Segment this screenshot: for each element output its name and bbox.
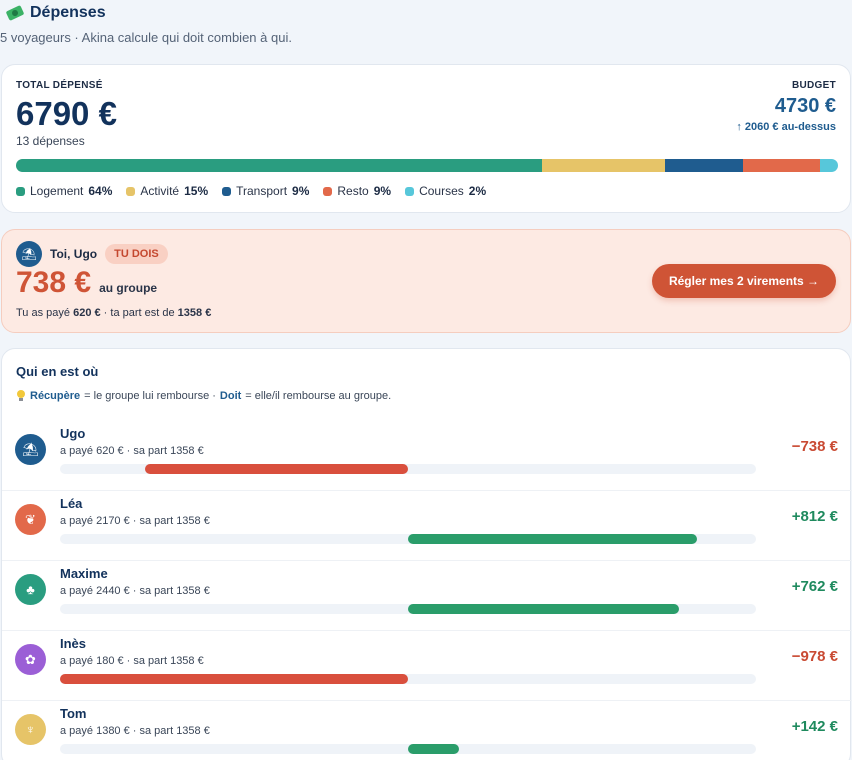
legend-label: Activité <box>140 184 180 198</box>
person-balance: −738 € <box>791 438 838 455</box>
budget-block: BUDGET 4730 € ↑ 2060 € au-dessus <box>736 80 836 133</box>
budget-label: BUDGET <box>791 80 836 91</box>
flower-icon: ✿ <box>15 644 46 675</box>
total-card: TOTAL DÉPENSÉ 6790 € 13 dépenses BUDGET … <box>1 64 851 213</box>
legend-label: Logement <box>30 184 84 198</box>
legend-dot <box>405 186 415 196</box>
settle-transfers-button[interactable]: Régler mes 2 virements → <box>652 264 836 298</box>
person-detail: a payé 620 € · sa part 1358 € <box>60 445 204 457</box>
budget-over: ↑ 2060 € au-dessus <box>736 121 836 133</box>
balance-fill <box>145 464 408 474</box>
lightbulb-icon <box>16 390 26 402</box>
balance-track <box>60 604 756 614</box>
owe-card: ⛱ Toi, Ugo TU DOIS 738 € au groupe Tu as… <box>1 229 851 333</box>
legend-label: Courses <box>419 184 464 198</box>
legend-pct: 9% <box>292 184 310 198</box>
umbrella-icon: ⛱ <box>15 434 46 465</box>
balances-card: Qui en est où Récupère = le groupe lui r… <box>1 348 852 760</box>
category-segment-transport <box>665 159 744 172</box>
balance-track <box>60 464 756 474</box>
person-row-tom[interactable]: ♆ Tom a payé 1380 € · sa part 1358 € +142 € <box>2 701 852 760</box>
umbrella-icon: ⛱ <box>16 241 42 267</box>
person-balance: −978 € <box>791 648 838 665</box>
legend-dot <box>222 186 232 196</box>
hint-recupere-text: = le groupe lui rembourse · <box>84 390 216 402</box>
person-detail: a payé 1380 € · sa part 1358 € <box>60 725 210 737</box>
balance-fill <box>60 674 408 684</box>
budget-amount: 4730 € <box>774 95 836 117</box>
balance-fill <box>408 534 697 544</box>
hint-doit: Doit <box>219 390 242 402</box>
legend-dot <box>126 186 136 196</box>
category-segment-activité <box>542 159 666 172</box>
owe-amount: 738 € <box>16 266 92 299</box>
legend-item-transport: Transport 9% <box>222 184 309 198</box>
person-row-maxime[interactable]: ♣ Maxime a payé 2440 € · sa part 1358 € +76… <box>2 561 852 631</box>
person-name: Maxime <box>60 566 108 581</box>
owe-header: ⛱ Toi, Ugo TU DOIS <box>16 241 168 267</box>
person-name: Léa <box>60 496 83 511</box>
legend-pct: 64% <box>88 184 113 198</box>
person-balance: +812 € <box>791 508 838 525</box>
balance-track <box>60 744 756 754</box>
total-amount: 6790 € <box>16 95 117 132</box>
owe-amount-row: 738 € au groupe <box>16 266 157 300</box>
legend-label: Resto <box>337 184 369 198</box>
person-balance: +142 € <box>791 718 838 735</box>
person-balance: +762 € <box>791 578 838 595</box>
person-name: Ugo <box>60 426 86 441</box>
person-row-ugo[interactable]: ⛱ Ugo a payé 620 € · sa part 1358 € −738 € <box>2 421 852 491</box>
island-icon: ♣ <box>15 574 46 605</box>
hint-recupere: Récupère <box>30 390 81 402</box>
balances-title: Qui en est où <box>16 364 99 379</box>
legend-item-courses: Courses 2% <box>405 184 486 198</box>
balance-fill <box>408 604 680 614</box>
flamingo-icon: ❦ <box>15 504 46 535</box>
legend-pct: 15% <box>184 184 209 198</box>
owe-unit: au groupe <box>99 281 158 295</box>
person-name: Inès <box>60 636 87 651</box>
legend-dot <box>16 186 25 196</box>
legend-dot <box>323 186 333 196</box>
total-label: TOTAL DÉPENSÉ <box>16 80 103 91</box>
person-row-léa[interactable]: ❦ Léa a payé 2170 € · sa part 1358 € +812 € <box>2 491 852 561</box>
balance-track <box>60 674 756 684</box>
person-detail: a payé 2170 € · sa part 1358 € <box>60 515 210 527</box>
owe-badge: TU DOIS <box>105 244 168 264</box>
legend-item-activité: Activité 15% <box>126 184 208 198</box>
expense-count: 13 dépenses <box>16 134 85 148</box>
owe-detail: Tu as payé 620 € · ta part est de 1358 € <box>16 307 211 319</box>
owe-share-amount: 1358 € <box>177 307 212 319</box>
page-subtitle: 5 voyageurs · Akina calcule qui doit com… <box>0 30 292 45</box>
hint-doit-text: = elle/il rembourse au groupe. <box>245 390 392 402</box>
money-icon <box>5 4 25 22</box>
person-row-inès[interactable]: ✿ Inès a payé 180 € · sa part 1358 € −978 € <box>2 631 852 701</box>
cocktail-icon: ♆ <box>15 714 46 745</box>
legend-label: Transport <box>236 184 288 198</box>
category-segment-logement <box>16 159 543 172</box>
category-segment-resto <box>743 159 820 172</box>
page-header: Dépenses 5 voyageurs · Akina calcule qui… <box>0 4 292 45</box>
person-detail: a payé 180 € · sa part 1358 € <box>60 655 204 667</box>
page-title: Dépenses <box>30 4 106 21</box>
balance-fill <box>408 744 459 754</box>
category-segment-courses <box>819 159 838 172</box>
legend-item-resto: Resto 9% <box>323 184 391 198</box>
owe-paid-amount: 620 € <box>73 307 101 319</box>
category-split-bar <box>16 159 838 172</box>
total-block: TOTAL DÉPENSÉ 6790 € 13 dépenses <box>16 80 117 148</box>
balance-track <box>60 534 756 544</box>
person-name: Tom <box>60 706 87 721</box>
legend-pct: 2% <box>468 184 487 198</box>
owe-share-prefix: · ta part est de <box>103 307 175 319</box>
owe-name: Toi, Ugo <box>50 247 98 261</box>
balances-hint: Récupère = le groupe lui rembourse · Doi… <box>16 390 391 402</box>
person-detail: a payé 2440 € · sa part 1358 € <box>60 585 210 597</box>
legend-pct: 9% <box>373 184 392 198</box>
owe-paid-prefix: Tu as payé <box>16 307 71 319</box>
legend-item-logement: Logement 64% <box>16 184 112 198</box>
title-row: Dépenses <box>5 4 292 22</box>
category-legend: Logement 64% Activité 15% Transport 9% Resto 9%… <box>16 184 486 198</box>
